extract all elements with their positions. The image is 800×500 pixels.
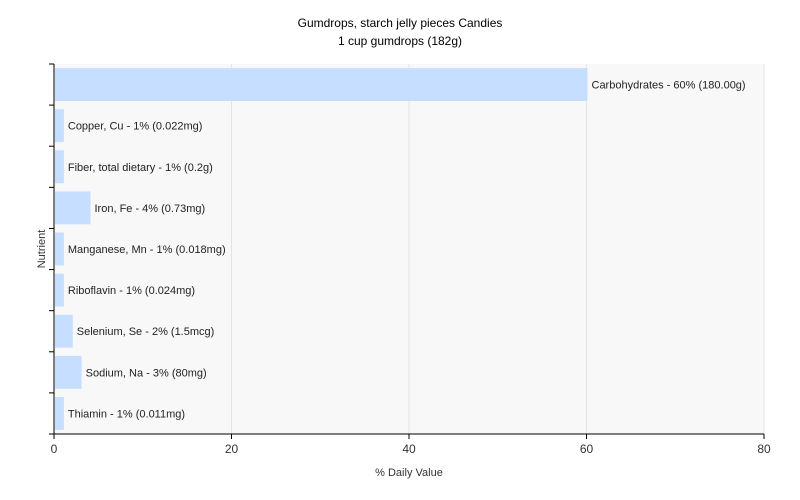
bar-labels: Carbohydrates - 60% (180.00g) Copper, Cu …: [68, 80, 746, 421]
bar-label: Thiamin - 1% (0.011mg): [68, 408, 185, 420]
bar: [55, 150, 64, 184]
bar-label: Copper, Cu - 1% (0.022mg): [68, 121, 203, 133]
bar: [55, 355, 82, 389]
axes: [49, 63, 765, 439]
bar-label: Carbohydrates - 60% (180.00g): [592, 80, 746, 92]
x-tick-label: 40: [402, 442, 416, 456]
y-axis-label: Nutrient: [36, 230, 48, 269]
bars: [55, 68, 588, 430]
bar: [55, 232, 64, 266]
bar: [55, 314, 73, 348]
bar-label: Riboflavin - 1% (0.024mg): [68, 285, 195, 297]
x-tick-labels: 0 20 40 60 80: [51, 442, 771, 456]
bar: [55, 109, 64, 143]
bar: [55, 397, 64, 430]
x-tick-label: 60: [580, 442, 594, 456]
bar-label: Fiber, total dietary - 1% (0.2g): [68, 162, 213, 174]
x-axis-label: % Daily Value: [375, 467, 443, 479]
grid-lines: [231, 64, 765, 434]
bar-label: Manganese, Mn - 1% (0.018mg): [68, 244, 226, 256]
bar: [55, 191, 91, 225]
x-tick-label: 0: [51, 442, 58, 456]
bar-label: Iron, Fe - 4% (0.73mg): [95, 203, 206, 215]
x-tick-label: 20: [225, 442, 239, 456]
bar: [55, 68, 588, 101]
chart-subtitle: 1 cup gumdrops (182g): [338, 34, 462, 48]
x-tick-label: 80: [757, 442, 771, 456]
bar-label: Sodium, Na - 3% (80mg): [86, 367, 207, 379]
bar-label: Selenium, Se - 2% (1.5mcg): [77, 326, 215, 338]
chart-title: Gumdrops, starch jelly pieces Candies: [298, 16, 503, 30]
bar: [55, 273, 64, 307]
